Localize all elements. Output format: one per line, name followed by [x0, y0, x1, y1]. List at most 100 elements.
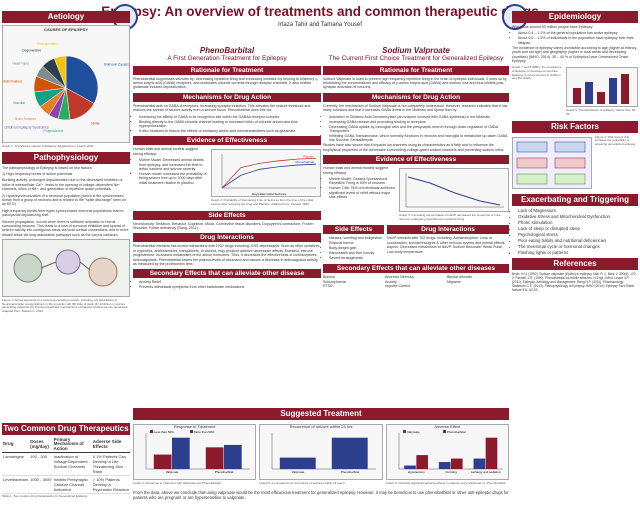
pie-slice: [65, 56, 99, 105]
list-item: Decreasing GABA uptake by microglial cel…: [329, 125, 509, 134]
patho-p5: High frequency bursts from hyper synchro…: [2, 208, 124, 218]
pheno-secondary-heading: Secondary Effects that can alleviate oth…: [133, 269, 321, 279]
legend-swatch: [442, 430, 446, 434]
tick-label: Valproate: [166, 470, 179, 474]
list-item: Psychological stress: [518, 232, 638, 237]
list-item: Oxidative Stress and Mitochondrial Dysfu…: [518, 214, 638, 219]
g6-caption: Graph 6: Clinically significant adverse …: [385, 481, 506, 485]
table-header: Primary Mechanism of Action: [52, 437, 92, 454]
bar: [332, 438, 369, 470]
valp-scatter-figure: [399, 168, 509, 213]
column-phenobarbital: PhenoBarbital A First Generation Treatme…: [133, 44, 321, 404]
pie-label: Drugs/Alcohol: [43, 129, 63, 133]
patho-p3: Bursting activity: prolonged depolarizat…: [2, 178, 123, 192]
list-item: Inhibiting GABA Transaminase, which norm…: [329, 134, 509, 143]
x-axis-label: Days after Initial Seizures: [252, 192, 287, 196]
tick-label: Lethargy and sedation: [470, 470, 500, 474]
bar: [205, 447, 224, 470]
bar: [153, 454, 172, 470]
valp-mech-heading: Mechanisms for Drug Action: [323, 92, 509, 102]
pheno-side-heading: Side Effects: [133, 210, 321, 220]
legend-label: More than 50%: [194, 430, 215, 434]
list-item: Pancreatitis and liver toxicity: [329, 251, 384, 255]
list-item: Increasing the affinity of GABA to its r…: [139, 115, 321, 119]
neuron-diagram: [13, 249, 118, 287]
valp-eff: Human trials and animal models suggest s…: [323, 166, 388, 175]
pheno-rationale-heading: Rationale for Treatment: [133, 65, 321, 75]
valp-inter: NaVP interacts with 702 drugs, including…: [387, 236, 506, 254]
causes-pie-chart: Unknown Causes Stroke Drugs/AlcoholChildho…: [0, 42, 129, 133]
list-item: Bipolar disorder: [447, 275, 473, 280]
list-item: Migraine: [447, 279, 461, 284]
seizure-free-line-chart: Phenobarbital Placebo Days after Initial S…: [221, 154, 317, 196]
valp-graph-caption: Graph 3: Increasing concentration of NaV…: [399, 213, 501, 221]
list-item: Flashing lights or patterns: [518, 250, 638, 255]
drug-table: Drug Doses (mg/day) Primary Mechanism of…: [2, 437, 130, 495]
tick-label: Valproate: [292, 470, 305, 474]
list-item: PTSD: [323, 284, 333, 289]
pheno-inter-heading: Drug Interactions: [133, 233, 321, 243]
g5-caption: Graph 5: A comparison of recurrence of s…: [259, 481, 345, 485]
legend-swatch: [402, 430, 406, 434]
valp-secondary-heading: Secondary Effects that can alleviate oth…: [323, 264, 509, 274]
valp-mech2: Studies have also shown that it impacts …: [323, 143, 505, 152]
list-item: Anorexia Nervosa: [385, 275, 414, 280]
bar: [280, 458, 317, 470]
g4-caption: Graph 4: Response to treatment with Valp…: [133, 481, 221, 485]
list-item: The menstrual cycle or hormonal changes: [518, 244, 638, 249]
patho-figure: [2, 239, 130, 298]
table-row: Levetiracetam 1000 - 3000 Inhibits Presy…: [2, 475, 130, 495]
response-bar-chart: Valproate Phenobarbital Less than 50% More …: [145, 430, 250, 474]
list-item: Binding directly to the GABA chloride ch…: [139, 120, 321, 129]
tick-label: Phenobarbital: [341, 470, 360, 474]
column-left: Aetiology CAUSES OF EPILEPSY Unknown Cau…: [0, 8, 130, 418]
pie-label: Degenerative: [22, 49, 41, 53]
bar: [438, 462, 451, 470]
legend-label: Less than 50%: [154, 430, 174, 434]
response-figure: Response to Treatment Valproate Phenobarb…: [133, 424, 257, 480]
pheno-side: Neurotoxicity: Sedation, Behavior, Cogni…: [133, 221, 314, 230]
valp-title: Sodium Valproate: [382, 46, 450, 55]
pheno-rationale: Phenobarbital suppresses seizures by: de…: [133, 76, 319, 90]
suggested-heading: Suggested Treatment: [133, 408, 509, 420]
list-item: Bulimia: [323, 275, 335, 280]
list-item: Photic stimulation: [518, 220, 638, 225]
pheno-eff-heading: Evidence of Effectiveness: [133, 136, 321, 146]
prevalence-chart: [573, 74, 629, 105]
pheno-eff: Human trials and animal models suggest s…: [133, 147, 198, 156]
recurrence-figure: Recurrence of seizure within 24 hrs Valp…: [259, 424, 383, 480]
authors: Irtaza Tahir and Tamana Yousef: [278, 22, 362, 28]
patho-p1: The pathophysiology of Epilepsy is based…: [2, 165, 93, 170]
valp-subtitle: The Current First Choice Treatment for G…: [328, 55, 504, 62]
column-valproate: Sodium Valproate The Current First Choic…: [323, 44, 509, 404]
legend-label: Placebo: [303, 155, 314, 159]
pheno-mech: Phenobarbital acts on GABA-A receptors, …: [133, 103, 311, 113]
pheno-graph-caption: Graph 2: Probability of Remaining Free o…: [211, 198, 314, 206]
pheno-inter: Phenobarbital interacts has known intera…: [133, 244, 320, 266]
aetiology-figure: CAUSES OF EPILEPSY Unknown Causes Stroke D…: [0, 25, 130, 143]
pheno-mech-heading: Mechanisms for Drug Action: [133, 92, 321, 102]
bar: [172, 438, 190, 470]
tick-label: Phenobarbital: [215, 470, 234, 474]
list-item: Postural tremor: [329, 241, 384, 245]
chart-title: Recurrence of seizure within 24 hrs: [289, 424, 353, 429]
chart-title: Adverse Effect: [434, 424, 461, 429]
epi-graph-caption: Graph 7 and 8 (RBF): the prevalence of E…: [512, 65, 562, 81]
pheno-line-figure: Phenobarbital Placebo Days after Initial S…: [211, 149, 321, 198]
list-item: Nausea, vomiting and indigestion: [329, 236, 384, 240]
list-item: Murine Model: Decreased animal deaths fr…: [139, 158, 208, 171]
epi-figure: [566, 67, 638, 108]
list-item: About 0.4 – 1.3% of the general populati…: [518, 31, 638, 35]
pie-slice: [53, 56, 67, 89]
recurrence-bar-chart: Valproate Phenobarbital: [272, 433, 377, 474]
drugs-heading: Two Common Drug Therapeutics: [2, 423, 130, 435]
tick-label: Hypotension: [408, 470, 425, 474]
bar: [485, 438, 497, 470]
pie-label: Childhood Epilepsy Syndromes: [4, 126, 49, 130]
pie-label: Head Injury: [13, 62, 30, 66]
legend-label: Phenobarbital: [295, 161, 314, 165]
list-item: Impulse Control: [385, 284, 411, 289]
table-caption: Table 1: Two modern drug therapeutics fo…: [2, 494, 88, 499]
pheno-title: PhenoBarbital: [199, 46, 255, 55]
